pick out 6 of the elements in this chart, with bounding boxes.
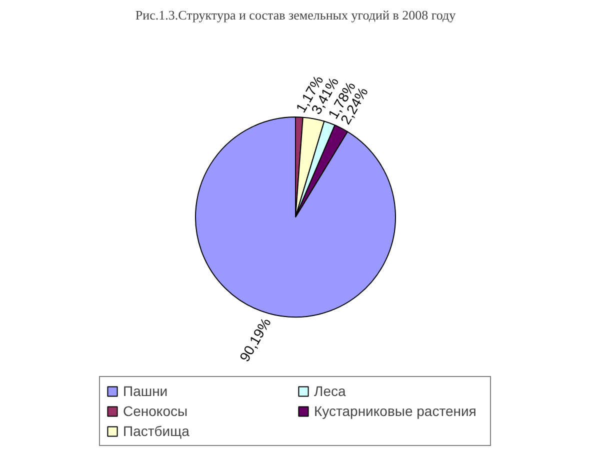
legend-label: Сенокосы (123, 403, 189, 419)
legend-label: Леса (314, 383, 347, 399)
legend-label: Пашни (123, 383, 169, 399)
legend-label: Пастбища (123, 423, 190, 439)
chart-title: Рис.1.3.Структура и состав земельных угодий в 2008 году (135, 8, 456, 22)
legend-label: Кустарниковые растения (314, 403, 478, 419)
